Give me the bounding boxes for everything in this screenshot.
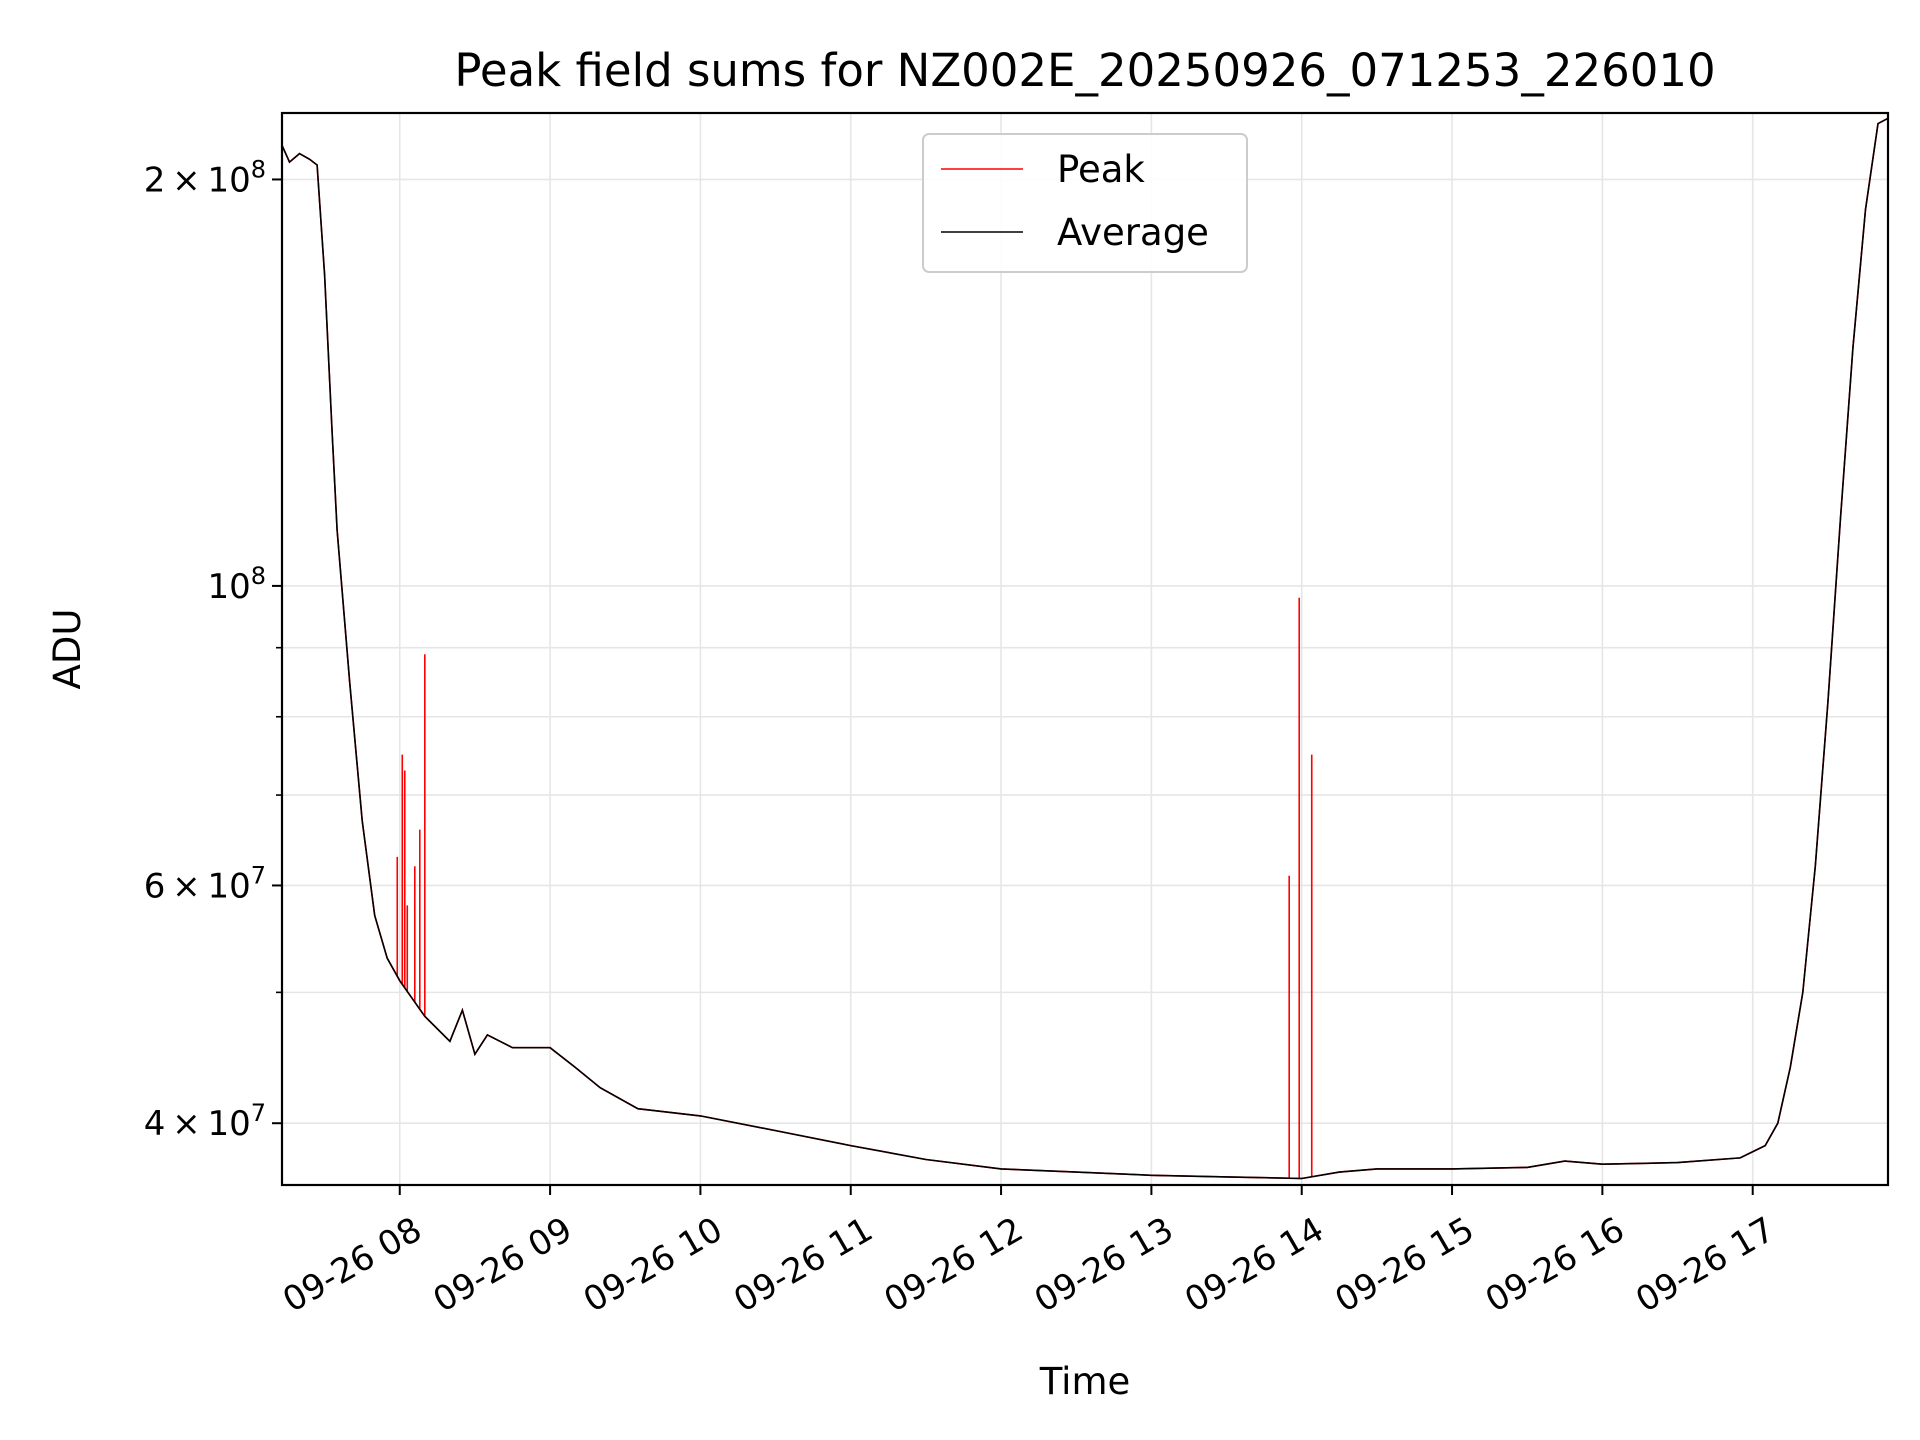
plot-frame — [280, 111, 1890, 1187]
y-tick-label: 2 × 108 — [144, 155, 266, 200]
line-layer — [281, 117, 1889, 1180]
legend-label-peak: Peak — [1057, 148, 1145, 191]
chart-title: Peak field sums for NZ002E_20250926_0712… — [454, 44, 1715, 97]
y-tick-label: 6 × 107 — [144, 861, 266, 906]
legend-label-average: Average — [1057, 211, 1209, 254]
y-tick-label: 4 × 107 — [144, 1099, 266, 1144]
y-tick-label: 108 — [207, 562, 266, 607]
y-axis-label: ADU — [46, 609, 89, 690]
x-axis-label: Time — [1039, 1360, 1131, 1403]
series-average-line — [281, 117, 1889, 1180]
legend: Peak Average — [922, 133, 1248, 273]
